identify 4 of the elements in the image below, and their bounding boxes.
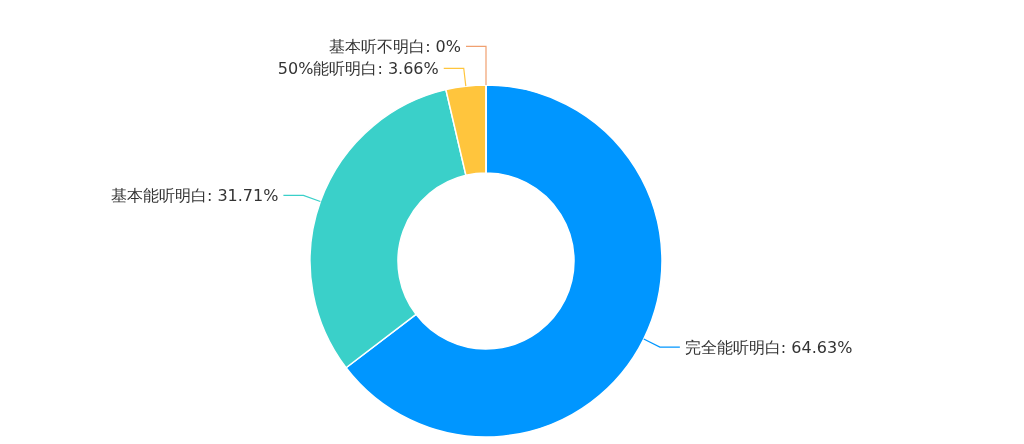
slice-label: 50%能听明白: 3.66% bbox=[277, 58, 439, 78]
category-label: 基本听不明白: 0% bbox=[329, 36, 461, 56]
slice-label: 基本能听明白: 31.71% bbox=[110, 186, 279, 206]
slice-label: 完全能听明白: 64.63% bbox=[684, 337, 853, 357]
